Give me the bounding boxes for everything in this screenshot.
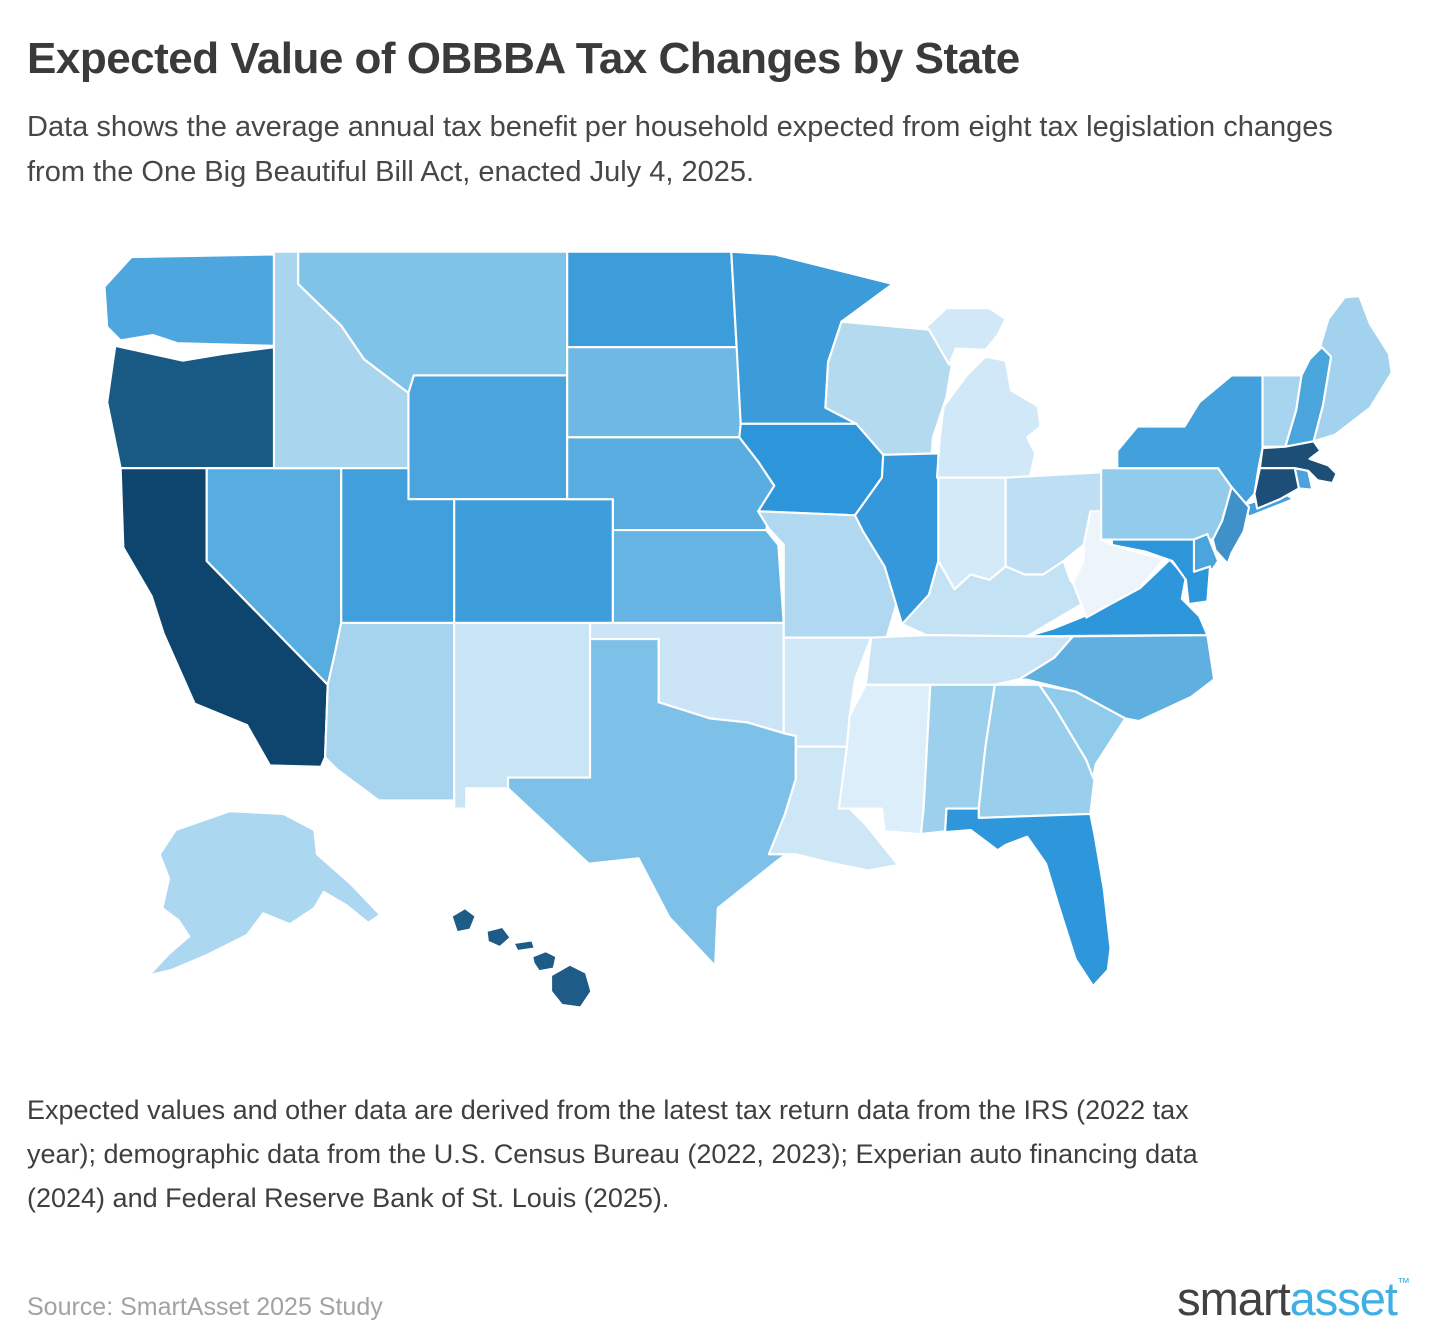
source-row: Source: SmartAsset 2025 Study smartasset…: [27, 1275, 1410, 1322]
state-ct: [1252, 467, 1300, 511]
us-choropleth-map: [102, 251, 1393, 1010]
state-wy: [406, 374, 568, 501]
state-fl: [919, 807, 1112, 988]
logo-trademark: ™: [1397, 1275, 1410, 1290]
state-or: [105, 345, 299, 470]
state-md: [1110, 538, 1211, 606]
state-ks: [611, 529, 785, 625]
state-mi: [924, 307, 1042, 480]
state-wa: [102, 253, 275, 348]
logo-asset: asset: [1289, 1272, 1398, 1325]
state-az: [323, 622, 455, 802]
page-subtitle: Data shows the average annual tax benefi…: [27, 110, 1333, 188]
state-me: [1312, 295, 1393, 443]
map-container: [0, 222, 1440, 1083]
page-title: Expected Value of OBBBA Tax Changes by S…: [27, 34, 1020, 83]
methodology-note: Expected values and other data are deriv…: [27, 1095, 1198, 1213]
state-pa: [1099, 467, 1233, 542]
smartasset-logo: smartasset™: [1177, 1275, 1410, 1322]
source-text: Source: SmartAsset 2025 Study: [27, 1293, 383, 1321]
state-sd: [565, 346, 747, 439]
state-ak: [147, 810, 381, 977]
logo-smart: smart: [1177, 1272, 1290, 1325]
state-nj: [1211, 486, 1250, 566]
state-nd: [565, 251, 738, 349]
state-co: [452, 498, 614, 625]
state-nc: [993, 634, 1215, 723]
state-hi: [449, 907, 592, 1010]
state-in: [936, 477, 1007, 591]
header: Expected Value of OBBBA Tax Changes by S…: [0, 0, 1440, 194]
state-ky: [900, 560, 1087, 638]
